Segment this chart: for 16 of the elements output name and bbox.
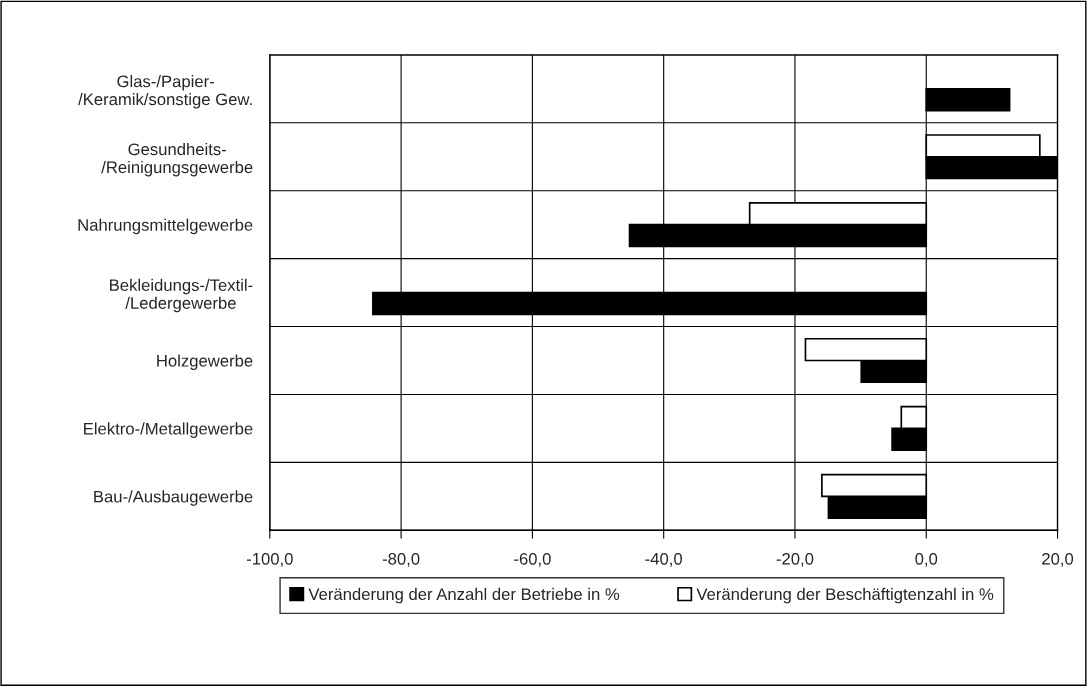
legend-label: Veränderung der Anzahl der Betriebe in % <box>308 587 620 604</box>
x-tick-label: -60,0 <box>514 552 551 567</box>
y-tick-label: Bau-/Ausbaugewerbe <box>94 490 253 506</box>
x-tick-label: 0,0 <box>915 552 938 567</box>
x-tick-label: 20,0 <box>1042 552 1074 567</box>
x-tick-label: -100,0 <box>246 552 293 567</box>
x-tick-label: -80,0 <box>382 552 420 567</box>
x-tick-label: -20,0 <box>776 552 814 567</box>
y-tick-label: Bekleidungs-/Textil- /Ledergewerbe <box>110 278 253 313</box>
legend-label: Veränderung der Beschäftigtenzahl in % <box>696 587 994 604</box>
y-tick-label: Holzgewerbe <box>157 354 253 370</box>
y-tick-label: Nahrungsmittelgewerbe <box>78 218 253 235</box>
y-tick-label: Glas-/Papier- /Keramik/sonstige Gew. <box>78 75 252 109</box>
x-tick-label: -40,0 <box>645 552 683 567</box>
y-tick-label: Gesundheits- /Reinigungsgewerbe <box>101 142 253 177</box>
y-tick-label: Elektro-/Metallgewerbe <box>84 422 253 438</box>
